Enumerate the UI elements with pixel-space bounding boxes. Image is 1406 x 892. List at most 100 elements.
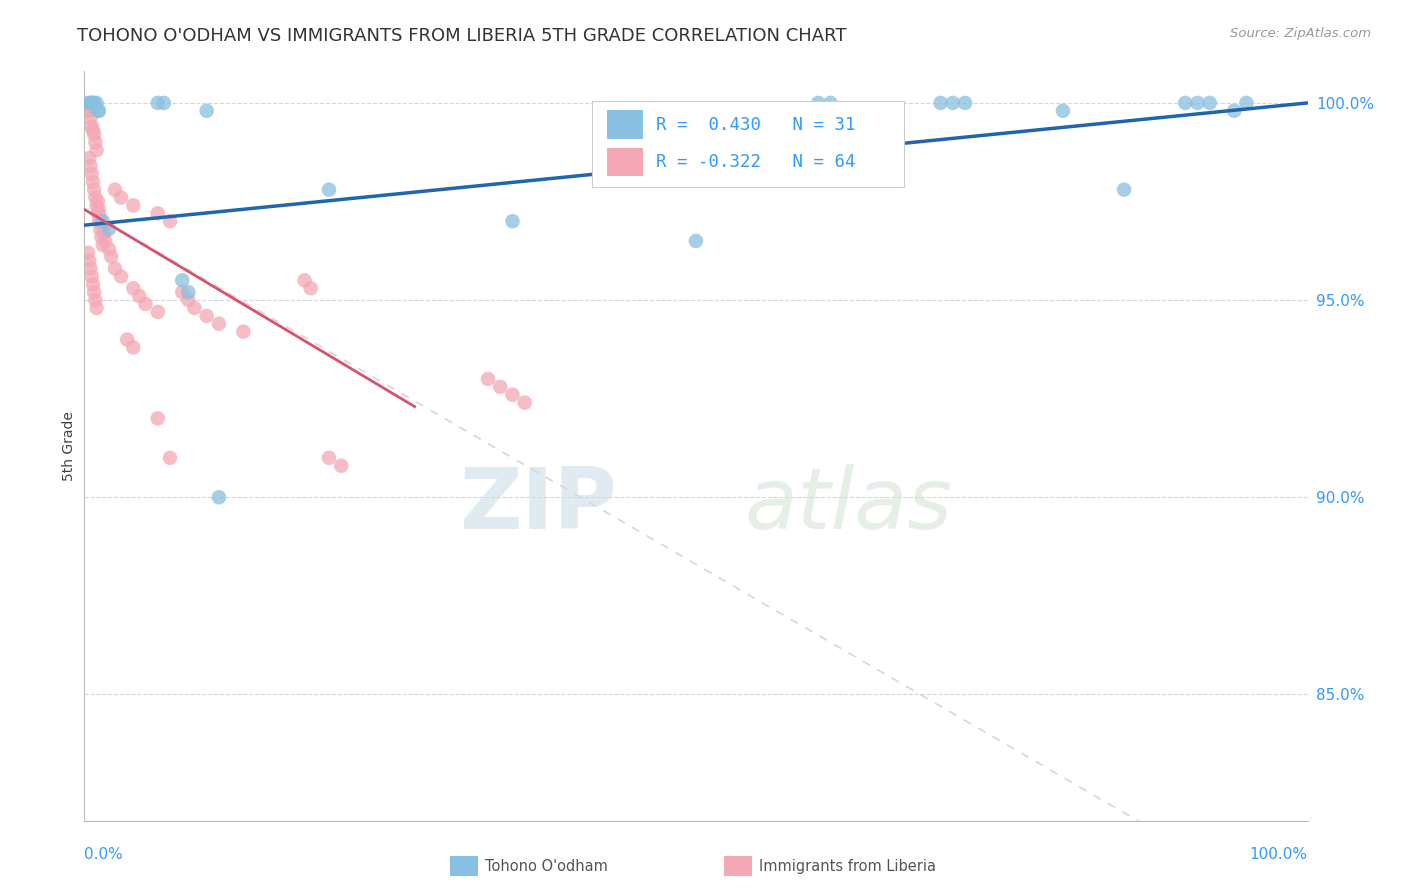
Point (232, 325, 254, 339)
Point (87, 202, 110, 217)
Point (80, 95, 103, 110)
Point (122, 340, 145, 354)
Point (80, 269, 103, 284)
Y-axis label: 5th Grade: 5th Grade (62, 411, 76, 481)
Text: TOHONO O'ODHAM VS IMMIGRANTS FROM LIBERIA 5TH GRADE CORRELATION CHART: TOHONO O'ODHAM VS IMMIGRANTS FROM LIBERI… (77, 27, 846, 45)
Point (195, 103, 218, 118)
Point (86, 198, 108, 212)
Point (82, 123, 104, 137)
Point (80, 120, 103, 134)
Point (929, 95, 952, 110)
Point (77, 103, 100, 118)
Point (82, 95, 104, 110)
Point (122, 281, 145, 295)
Text: ZIP: ZIP (458, 465, 616, 548)
Point (502, 388, 524, 402)
Text: 0.0%: 0.0% (84, 847, 124, 862)
Point (83, 285, 105, 300)
Point (90, 230, 112, 244)
Point (87, 194, 110, 209)
Point (115, 333, 138, 347)
Point (195, 309, 218, 323)
Point (84, 136, 107, 150)
Point (104, 261, 127, 276)
Point (82, 175, 104, 189)
Point (100, 250, 122, 264)
Point (1114, 183, 1136, 197)
Text: atlas: atlas (745, 465, 953, 548)
Text: Tohono O'odham: Tohono O'odham (485, 859, 607, 873)
Text: R =  0.430   N = 31: R = 0.430 N = 31 (655, 116, 855, 134)
Point (86, 95, 108, 110)
Point (477, 372, 499, 386)
Point (86, 143, 108, 157)
Point (89, 222, 111, 236)
Point (77, 151, 100, 165)
Point (91, 238, 114, 252)
Point (318, 183, 340, 197)
Point (87, 214, 110, 228)
Point (159, 450, 181, 465)
FancyBboxPatch shape (592, 102, 904, 187)
Point (208, 317, 231, 331)
Point (77, 253, 100, 268)
Point (80, 167, 103, 181)
Point (110, 269, 132, 284)
Point (294, 273, 316, 287)
Point (135, 297, 157, 311)
Point (502, 214, 524, 228)
Point (318, 450, 340, 465)
Point (83, 183, 105, 197)
Point (172, 285, 194, 300)
Point (83, 128, 105, 142)
Point (299, 281, 322, 295)
Point (89, 211, 111, 225)
Point (79, 261, 101, 276)
Text: Source: ZipAtlas.com: Source: ZipAtlas.com (1230, 27, 1371, 40)
Point (146, 305, 169, 319)
Point (820, 95, 842, 110)
Point (953, 95, 976, 110)
Point (1174, 95, 1197, 110)
Point (177, 285, 200, 300)
Point (84, 190, 107, 204)
Point (183, 301, 205, 315)
Point (159, 214, 181, 228)
Point (87, 103, 110, 118)
Point (97, 222, 120, 236)
Point (1223, 103, 1246, 118)
Point (93, 226, 115, 240)
Point (94, 234, 117, 248)
Point (87, 103, 110, 118)
Point (177, 293, 200, 307)
Point (104, 183, 127, 197)
Point (77, 103, 100, 118)
Point (91, 218, 114, 232)
Point (146, 411, 169, 425)
Text: 100.0%: 100.0% (1250, 847, 1308, 862)
Point (79, 159, 101, 173)
Point (77, 245, 100, 260)
Point (489, 380, 512, 394)
Point (77, 95, 100, 110)
Point (79, 95, 101, 110)
Point (1236, 95, 1258, 110)
Point (807, 95, 830, 110)
Point (97, 242, 120, 256)
Point (83, 95, 105, 110)
Point (79, 112, 101, 126)
Point (1187, 95, 1209, 110)
Point (685, 234, 707, 248)
Point (172, 273, 194, 287)
Point (1198, 95, 1220, 110)
Point (153, 95, 176, 110)
Point (1052, 103, 1074, 118)
Point (146, 206, 169, 220)
Point (84, 293, 107, 307)
Point (208, 490, 231, 504)
Point (330, 458, 353, 473)
Point (86, 301, 108, 315)
Point (87, 206, 110, 220)
Bar (606, 111, 644, 139)
Text: R = -0.322   N = 64: R = -0.322 N = 64 (655, 153, 855, 171)
